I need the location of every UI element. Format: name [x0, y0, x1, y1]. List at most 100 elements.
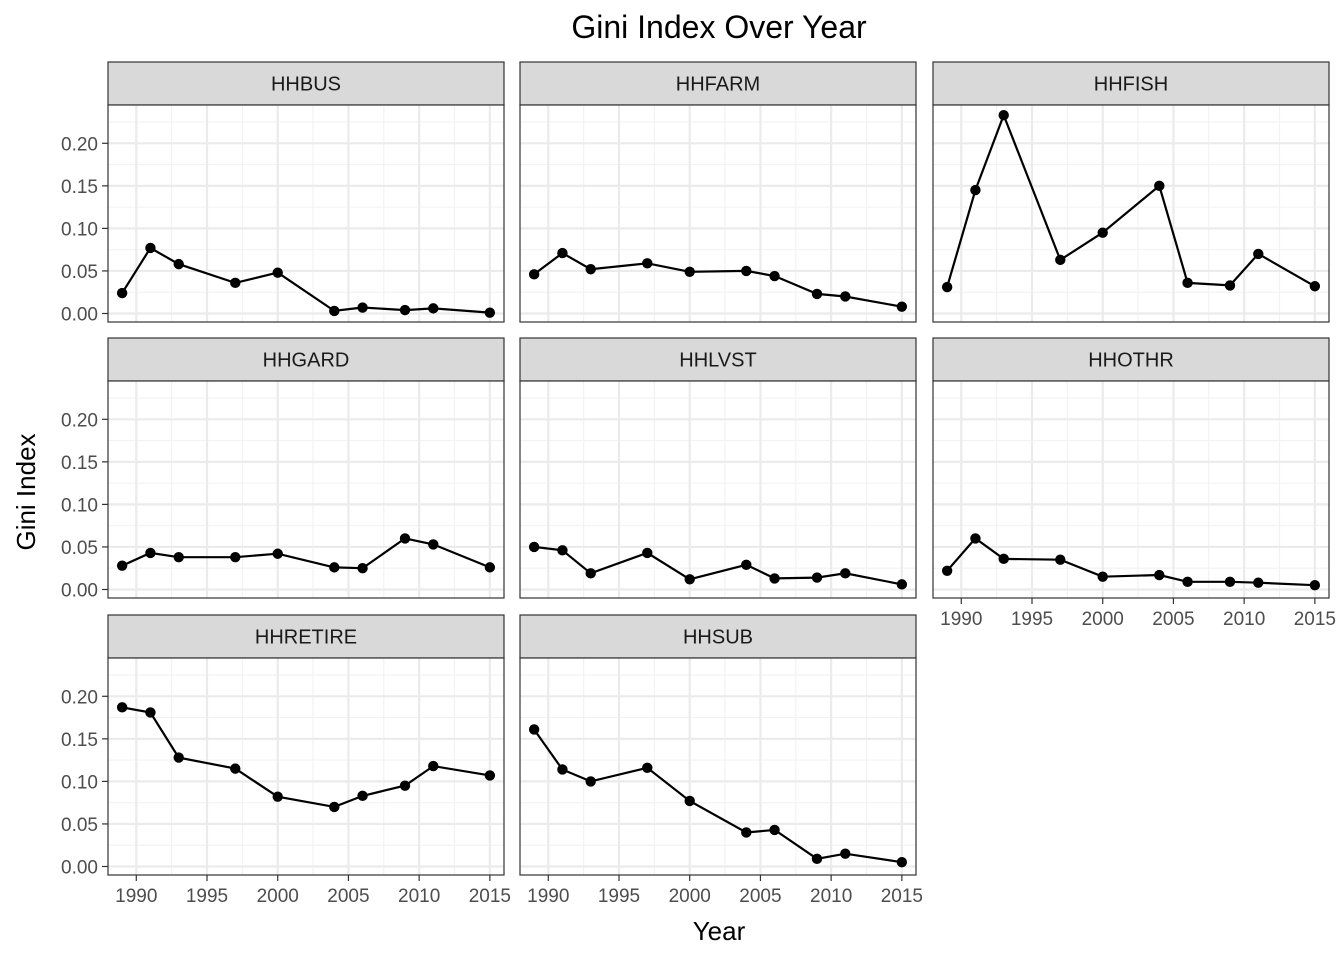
data-point — [811, 288, 823, 300]
data-point — [684, 795, 695, 807]
data-point — [357, 790, 368, 802]
data-point — [1055, 254, 1066, 266]
x-tick-label: 2015 — [1294, 609, 1336, 630]
x-tick-label: 2015 — [469, 886, 511, 907]
series-line — [533, 251, 903, 308]
series-line — [946, 112, 1316, 288]
data-point — [399, 304, 411, 316]
panel-border — [519, 104, 917, 323]
panel-border — [107, 657, 505, 876]
data-point — [428, 303, 439, 314]
data-point — [585, 568, 596, 579]
facet-strip — [519, 337, 917, 382]
data-point — [1097, 571, 1108, 582]
x-axis-title: Year — [693, 916, 746, 946]
series-line — [533, 545, 903, 586]
data-point — [941, 565, 953, 576]
data-point — [528, 269, 540, 280]
data-point — [116, 560, 128, 571]
panel-grid — [933, 105, 1329, 322]
facet-hhfarm: HHFARM — [519, 61, 917, 323]
panel-border — [107, 380, 505, 599]
data-point — [896, 857, 908, 868]
facet-hhothr: HHOTHR 1990 1995 2000 2005 2010 2015 — [932, 337, 1336, 630]
y-tick-label: 0.20 — [61, 134, 98, 155]
y-tick-label: 0.00 — [61, 580, 98, 601]
facet-strip — [107, 614, 505, 659]
y-axis-title: Gini Index — [11, 433, 41, 550]
y-tick-label: 0.05 — [61, 262, 98, 283]
panel-grid — [108, 105, 504, 322]
data-point — [998, 553, 1009, 565]
data-point — [230, 763, 241, 774]
data-point — [145, 707, 156, 718]
data-point — [769, 824, 780, 836]
data-point — [357, 302, 368, 313]
data-point — [684, 574, 695, 585]
facet-strip-label: HHRETIRE — [255, 627, 357, 649]
data-point — [1309, 580, 1321, 591]
data-point — [840, 848, 851, 859]
panel-background — [108, 105, 504, 322]
data-point — [145, 547, 156, 559]
facet-hhbus: HHBUS 0.00 0.05 0.10 0.15 0.20 — [61, 61, 505, 325]
data-point — [116, 702, 128, 713]
data-point — [357, 563, 368, 574]
x-tick-label: 2015 — [881, 886, 923, 907]
facet-strip-label: HHFARM — [676, 74, 760, 96]
x-tick-label: 2005 — [1152, 609, 1194, 630]
facet-strip-label: HHGARD — [263, 350, 350, 372]
data-point — [896, 579, 908, 590]
facet-strip-label: HHLVST — [679, 350, 756, 372]
data-point — [741, 827, 752, 838]
facet-strip — [519, 61, 917, 106]
data-point — [428, 539, 439, 550]
data-point — [329, 305, 340, 317]
facet-grid: HHBUS 0.00 0.05 0.10 0.15 0.20 HHFARM HHFISH HHG… — [61, 61, 1336, 907]
data-point — [970, 184, 981, 196]
data-point — [399, 780, 411, 791]
facet-strip — [107, 61, 505, 106]
data-point — [1224, 576, 1236, 588]
facet-strip-label: HHBUS — [271, 74, 341, 96]
x-tick-label: 1995 — [598, 886, 640, 907]
panel-background — [520, 658, 916, 875]
panel-border — [932, 380, 1330, 599]
x-tick-label: 1995 — [186, 886, 228, 907]
data-point — [1182, 277, 1193, 289]
data-point — [741, 265, 752, 277]
data-point — [329, 801, 340, 813]
data-point — [272, 791, 283, 802]
y-tick-label: 0.10 — [61, 772, 98, 793]
data-point — [840, 568, 851, 579]
panel-background — [520, 105, 916, 322]
panel-grid — [520, 381, 916, 598]
panel-background — [520, 381, 916, 598]
data-point — [1309, 281, 1321, 292]
data-point — [230, 277, 241, 289]
x-tick-label: 2000 — [1082, 609, 1124, 630]
data-point — [684, 266, 695, 277]
data-point — [145, 242, 156, 254]
series-line — [533, 728, 903, 864]
panel-border — [519, 380, 917, 599]
data-point — [642, 762, 653, 773]
data-point — [585, 776, 596, 787]
panel-border — [932, 104, 1330, 323]
data-point — [1253, 248, 1264, 260]
facet-hhfish: HHFISH — [932, 61, 1330, 323]
data-point — [484, 307, 496, 318]
facet-hhlvst: HHLVST — [519, 337, 917, 599]
data-point — [116, 287, 128, 299]
facet-hhgard: HHGARD 0.00 0.05 0.10 0.15 0.20 — [61, 337, 505, 601]
x-tick-label: 2000 — [669, 886, 711, 907]
chart-title: Gini Index Over Year — [571, 9, 867, 45]
y-tick-label: 0.10 — [61, 495, 98, 516]
data-point — [484, 770, 496, 781]
data-point — [811, 572, 823, 583]
y-tick-label: 0.00 — [61, 857, 98, 878]
y-tick-label: 0.05 — [61, 538, 98, 559]
data-point — [173, 752, 184, 763]
data-point — [642, 547, 653, 559]
